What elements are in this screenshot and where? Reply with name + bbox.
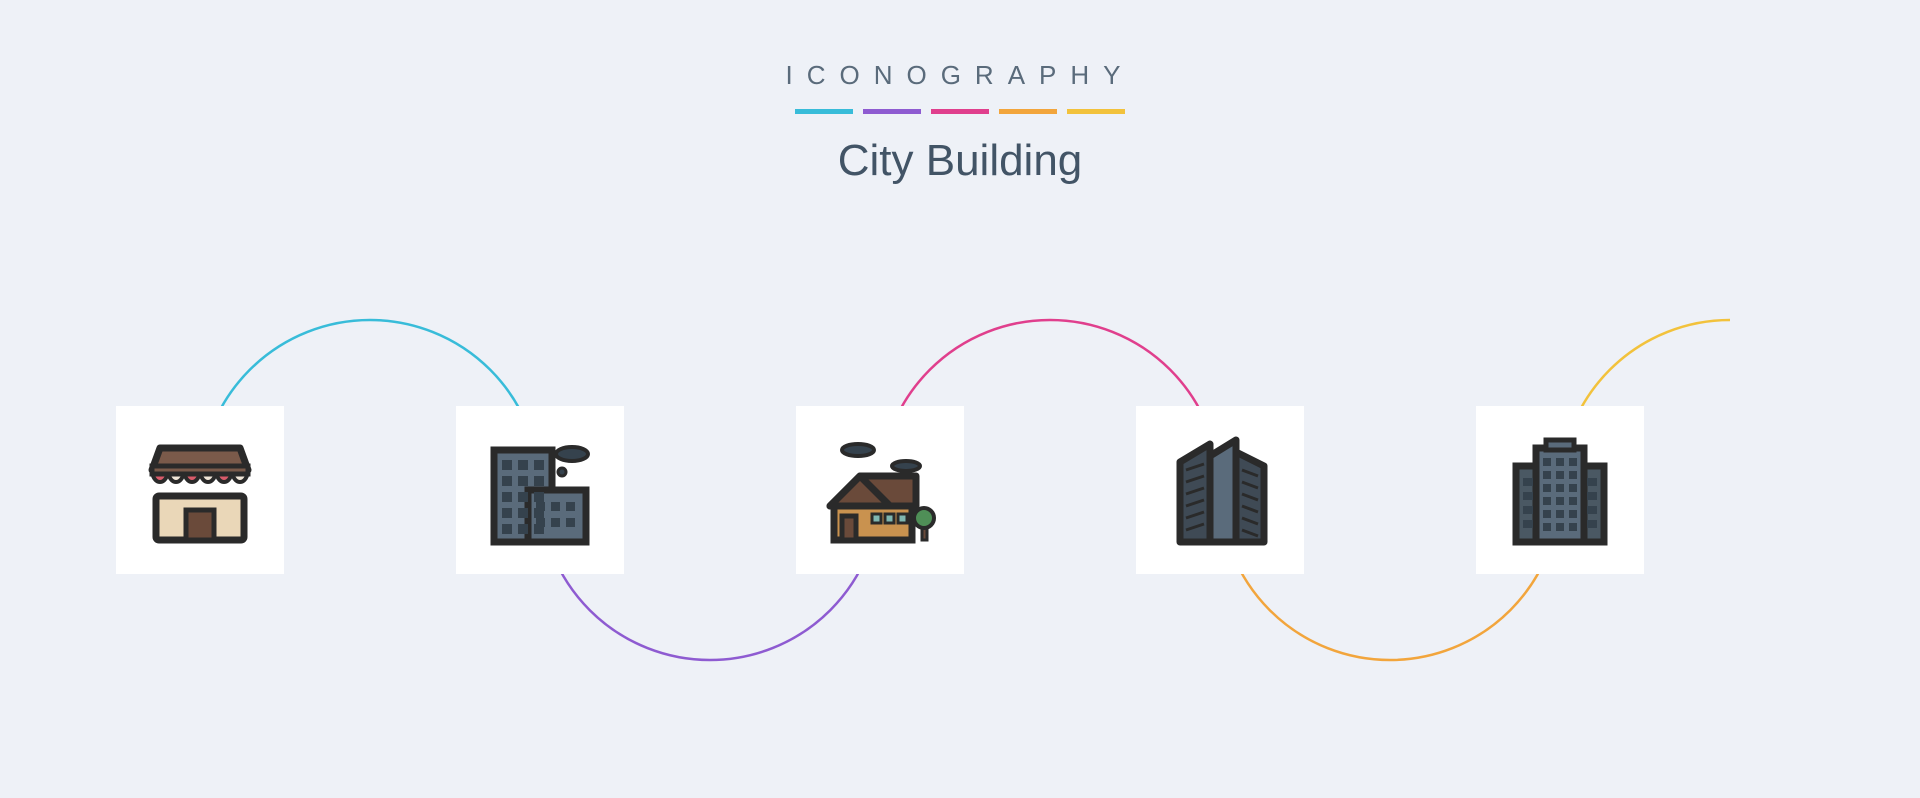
- icon-card: [1476, 406, 1644, 574]
- page-title: City Building: [0, 136, 1920, 186]
- icon-card: [116, 406, 284, 574]
- icon-card: [1136, 406, 1304, 574]
- icon-card: [796, 406, 964, 574]
- stripe-5: [1067, 109, 1125, 114]
- stripe-2: [863, 109, 921, 114]
- brand-text: ICONOGRAPHY: [0, 60, 1920, 91]
- office-cloud-icon: [476, 426, 604, 554]
- stripe-4: [999, 109, 1057, 114]
- infographic-stage: [0, 270, 1920, 710]
- header: ICONOGRAPHY City Building: [0, 0, 1920, 186]
- stripe-1: [795, 109, 853, 114]
- house-cloud-icon: [816, 426, 944, 554]
- stripe-3: [931, 109, 989, 114]
- accent-stripes: [0, 109, 1920, 114]
- icon-row: [0, 270, 1920, 710]
- skyscraper-icon: [1156, 426, 1284, 554]
- tower-icon: [1496, 426, 1624, 554]
- icon-card: [456, 406, 624, 574]
- store-icon: [136, 426, 264, 554]
